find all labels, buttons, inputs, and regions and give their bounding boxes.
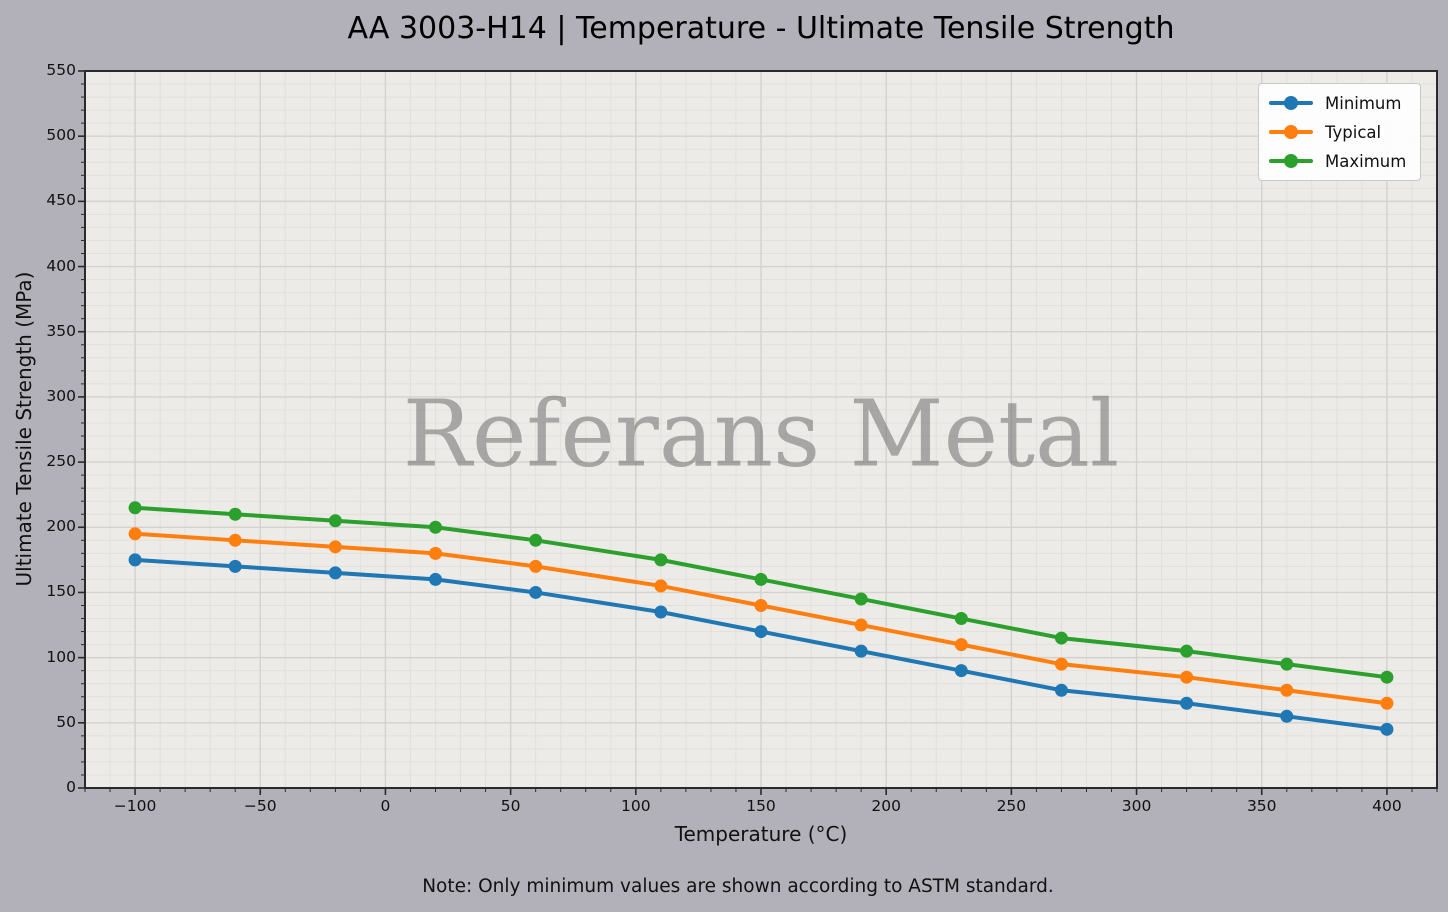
data-point [429, 546, 443, 560]
data-point [1280, 657, 1294, 671]
data-point [529, 559, 543, 573]
legend-item-minimum: Minimum [1269, 90, 1406, 116]
data-point [854, 618, 868, 632]
data-point [1280, 683, 1294, 697]
data-point [429, 520, 443, 534]
data-point [1054, 683, 1068, 697]
y-axis-label: Ultimate Tensile Strength (MPa) [12, 271, 36, 587]
data-point [854, 592, 868, 606]
data-point [654, 605, 668, 619]
data-point [1054, 657, 1068, 671]
legend-line-marker-icon [1269, 96, 1313, 110]
chart-title: AA 3003-H14 | Temperature - Ultimate Ten… [347, 11, 1175, 46]
data-point [754, 625, 768, 639]
legend-label: Minimum [1325, 93, 1402, 113]
legend-item-maximum: Maximum [1269, 148, 1406, 174]
data-point [328, 514, 342, 528]
data-point [1380, 696, 1394, 710]
data-point [954, 638, 968, 652]
data-point [1380, 670, 1394, 684]
legend-label: Typical [1325, 122, 1382, 142]
legend-item-typical: Typical [1269, 119, 1406, 145]
x-axis-label: Temperature (°C) [674, 822, 848, 846]
data-point [854, 644, 868, 658]
data-point [1180, 696, 1194, 710]
data-point [128, 501, 142, 515]
legend-label: Maximum [1325, 151, 1407, 171]
watermark: Referans Metal [402, 380, 1120, 488]
data-point [654, 553, 668, 567]
data-point [529, 533, 543, 547]
data-point [529, 585, 543, 599]
data-point [328, 540, 342, 554]
data-point [1180, 670, 1194, 684]
data-point [954, 612, 968, 626]
data-point [328, 566, 342, 580]
data-point [228, 533, 242, 547]
legend: Minimum Typical Maximum [1258, 83, 1422, 181]
data-point [429, 572, 443, 586]
data-point [754, 598, 768, 612]
data-point [1054, 631, 1068, 645]
data-point [1280, 709, 1294, 723]
legend-line-marker-icon [1269, 125, 1313, 139]
note-text: Note: Only minimum values are shown acco… [422, 876, 1054, 897]
data-point [128, 553, 142, 567]
data-point [954, 664, 968, 678]
data-point [228, 507, 242, 521]
data-point [1380, 722, 1394, 736]
data-point [128, 527, 142, 541]
data-point [228, 559, 242, 573]
data-point [1180, 644, 1194, 658]
data-point [654, 579, 668, 593]
legend-line-marker-icon [1269, 154, 1313, 168]
data-point [754, 572, 768, 586]
